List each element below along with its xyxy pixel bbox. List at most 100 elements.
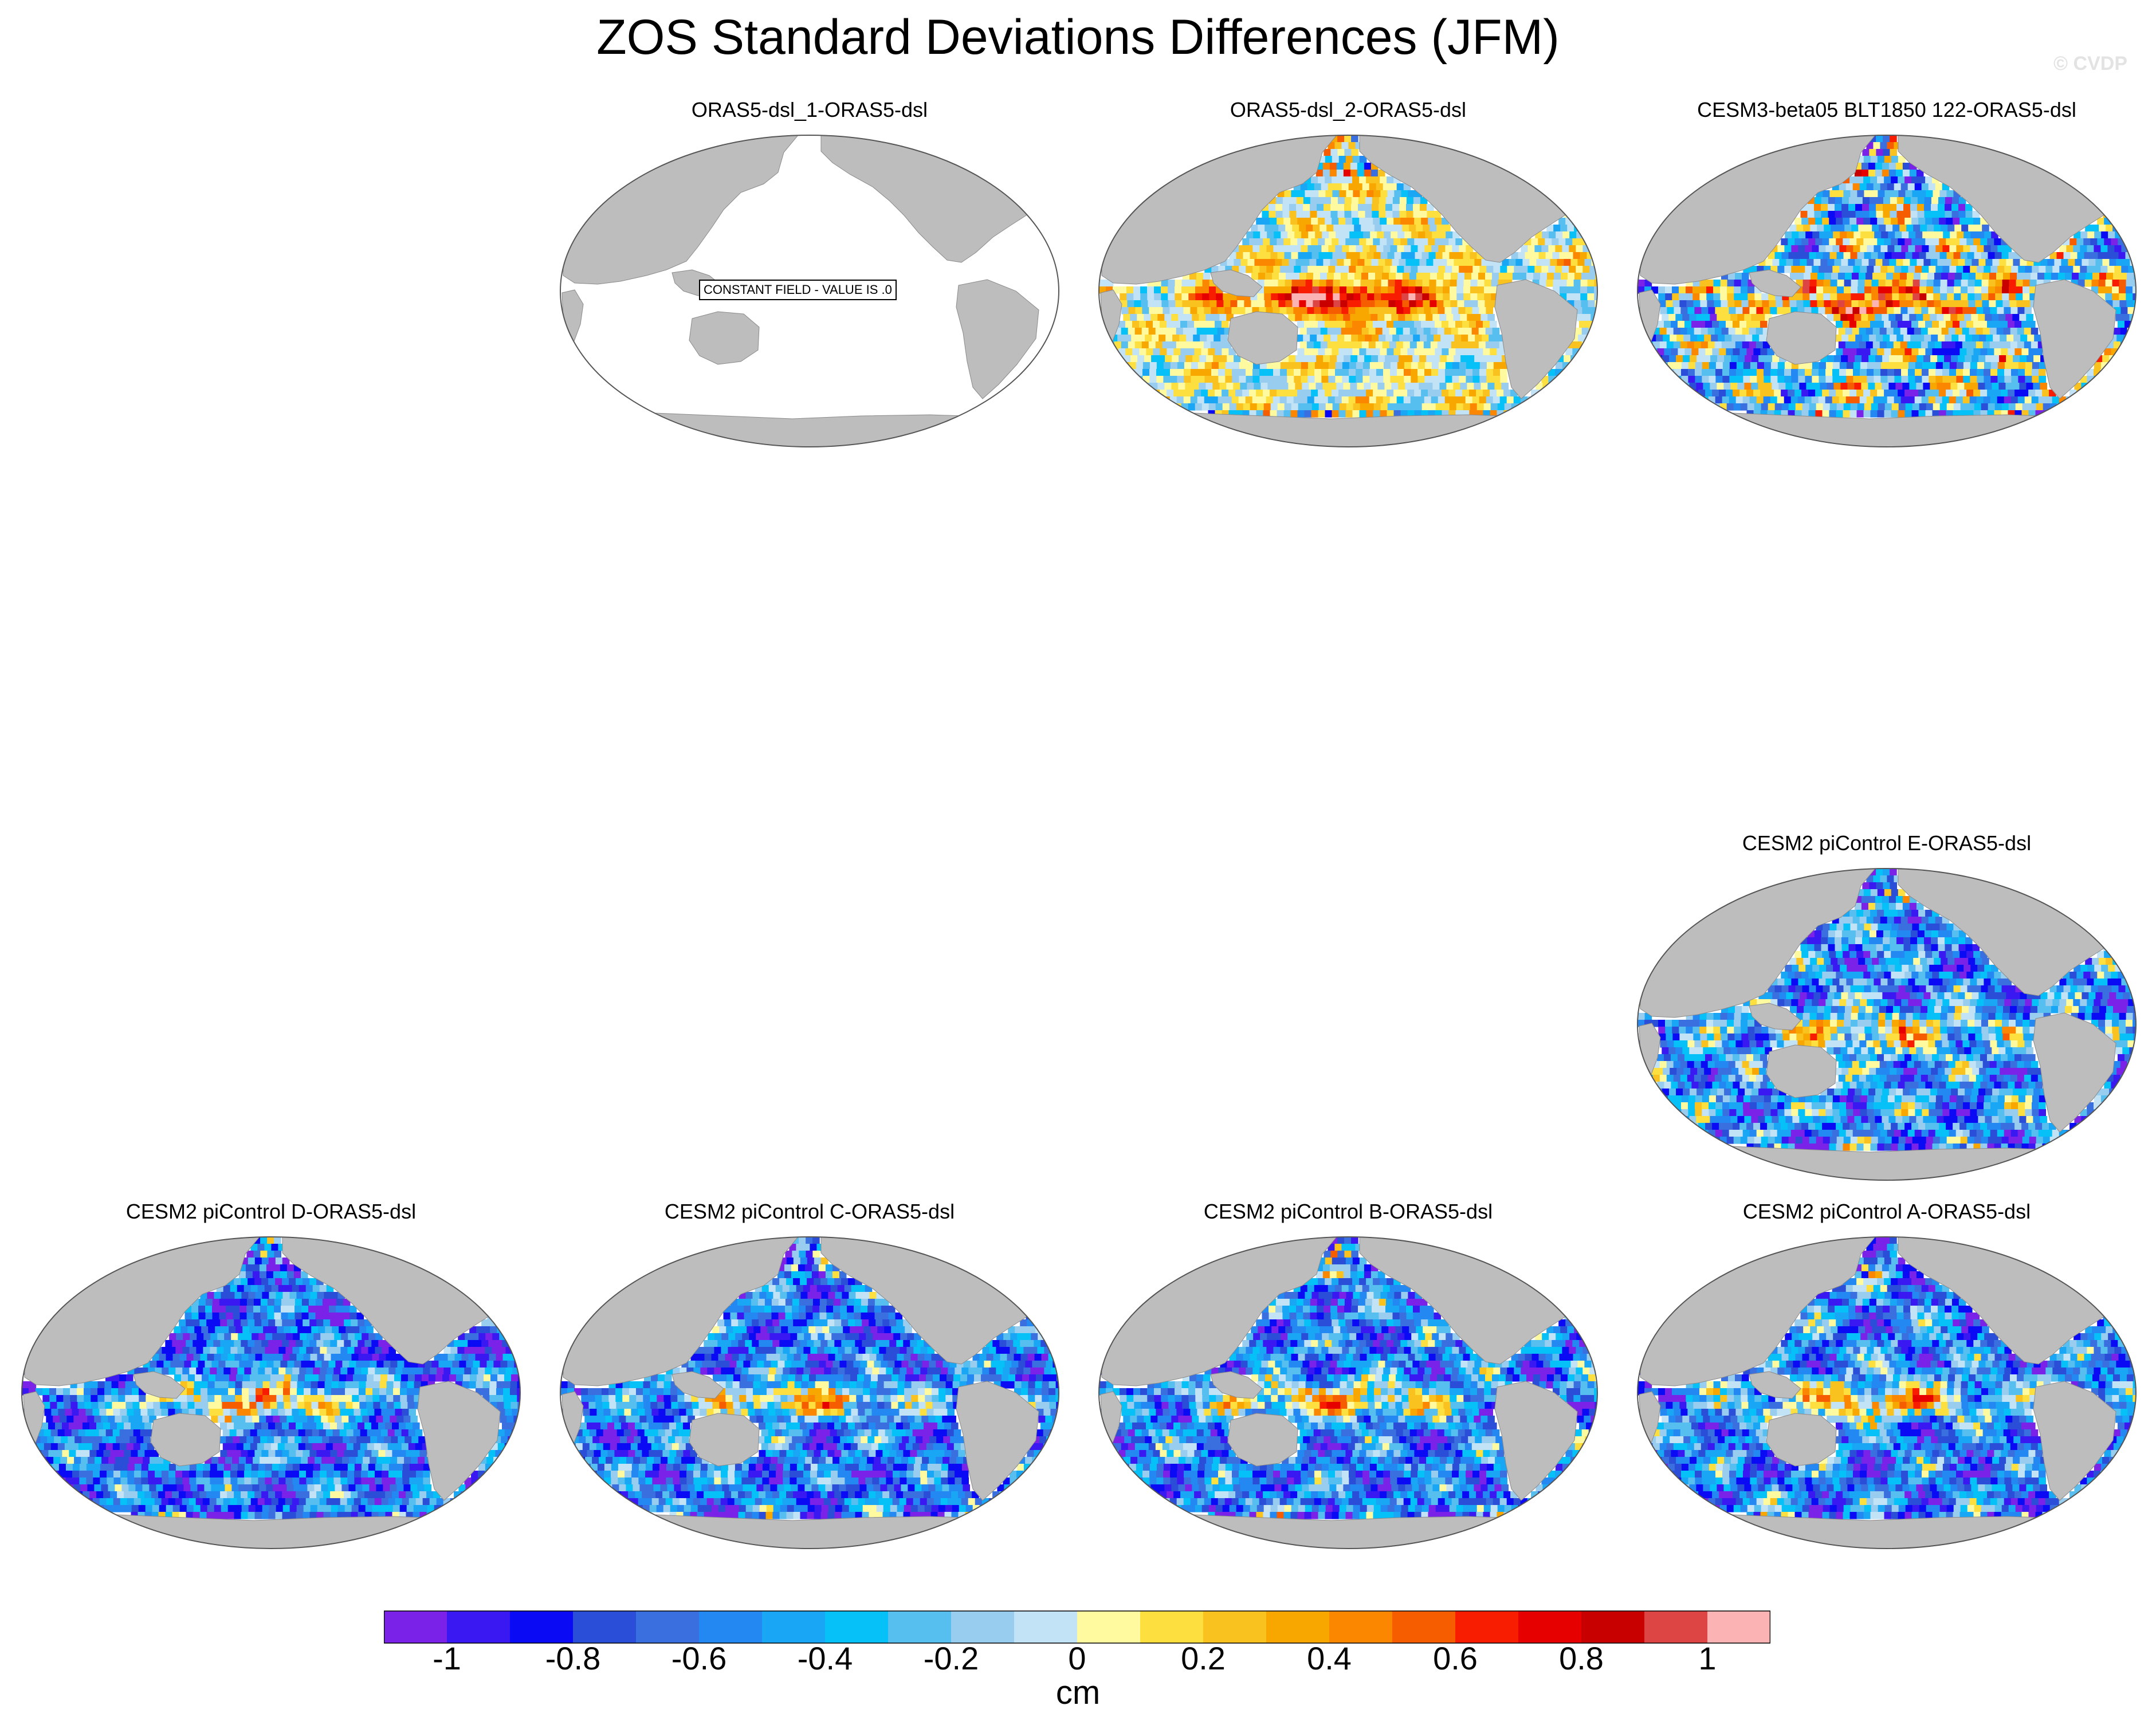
grid-cell [1711, 1068, 1718, 1075]
grid-cell [1666, 341, 1674, 349]
grid-cell [1911, 176, 1919, 184]
grid-cell [1894, 369, 1902, 376]
grid-cell [1395, 300, 1403, 308]
grid-cell [1988, 293, 1996, 301]
grid-cell [1277, 238, 1284, 246]
grid-cell [1416, 341, 1424, 349]
grid-cell [1880, 307, 1887, 315]
grid-cell [1369, 183, 1377, 191]
grid-cell [1851, 300, 1859, 308]
grid-cell [1875, 170, 1883, 177]
grid-cell [1841, 1089, 1848, 1096]
grid-cell [1744, 1116, 1751, 1123]
grid-cell [1855, 355, 1862, 363]
grid-cell [1435, 321, 1442, 328]
grid-cell [1306, 328, 1314, 335]
grid-cell [1458, 328, 1466, 335]
grid-cell [1341, 183, 1349, 191]
grid-cell [1903, 355, 1910, 363]
grid-cell [1935, 376, 1943, 383]
grid-cell [1794, 1123, 1802, 1130]
grid-cell [1958, 944, 1966, 952]
grid-cell [1429, 286, 1436, 294]
grid-cell [1812, 979, 1819, 986]
grid-cell [1306, 300, 1313, 308]
grid-cell [1295, 355, 1303, 363]
grid-cell [1969, 1040, 1977, 1048]
grid-cell [1953, 238, 1960, 246]
grid-cell [2134, 328, 2136, 335]
grid-cell [1256, 252, 1264, 260]
grid-cell [1358, 211, 1366, 218]
grid-cell [1397, 369, 1404, 376]
grid-cell [1733, 390, 1740, 397]
grid-cell [1346, 403, 1354, 411]
grid-cell [1822, 410, 1830, 418]
grid-cell [1731, 1068, 1739, 1075]
grid-cell [1917, 944, 1925, 952]
grid-cell [1877, 410, 1885, 418]
grid-cell [1877, 1082, 1884, 1089]
grid-cell [1949, 979, 1957, 986]
grid-cell [1845, 1040, 1853, 1048]
grid-cell [1380, 321, 1387, 328]
grid-cell [1876, 1068, 1883, 1075]
grid-cell [1169, 307, 1177, 315]
grid-cell [1366, 410, 1374, 418]
grid-cell [1879, 273, 1887, 280]
grid-cell [1662, 1047, 1669, 1055]
grid-cell [1398, 314, 1405, 321]
grid-cell [1914, 328, 1922, 335]
grid-cell [1222, 403, 1230, 411]
grid-cell [1445, 369, 1452, 376]
grid-cell [1302, 314, 1309, 321]
grid-cell [2105, 1027, 2112, 1034]
grid-cell [1905, 252, 1913, 260]
grid-cell [1854, 1047, 1862, 1055]
grid-cell [1898, 403, 1906, 411]
grid-cell [1949, 1040, 1956, 1048]
grid-cell [1328, 362, 1336, 370]
grid-cell [1202, 286, 1209, 294]
grid-cell [1749, 1075, 1757, 1082]
grid-cell [1955, 1061, 1963, 1068]
grid-cell [1176, 307, 1184, 315]
grid-cell [1163, 376, 1171, 383]
grid-cell [1870, 390, 1878, 397]
grid-cell [1319, 280, 1327, 287]
grid-cell [1479, 376, 1487, 383]
grid-cell [1437, 328, 1445, 335]
grid-cell [1318, 403, 1326, 411]
grid-cell [1879, 1075, 1887, 1082]
grid-cell [1998, 314, 2006, 321]
grid-cell [2025, 369, 2032, 376]
grid-cell [2115, 314, 2123, 321]
grid-cell [1709, 376, 1716, 383]
grid-cell [1880, 142, 1887, 150]
grid-cell [1914, 1006, 1921, 1013]
grid-cell [1887, 1102, 1895, 1110]
grid-cell [1995, 1027, 2002, 1034]
grid-cell [1895, 314, 1903, 321]
grid-cell [2116, 1089, 2123, 1096]
grid-cell [1750, 369, 1757, 376]
grid-cell [2002, 1020, 2009, 1027]
grid-cell [1408, 280, 1416, 287]
grid-cell [1866, 1040, 1874, 1048]
grid-cell [1695, 362, 1703, 370]
grid-cell [1370, 383, 1378, 390]
grid-cell [1390, 376, 1397, 383]
grid-cell [1559, 252, 1567, 260]
grid-cell [1464, 341, 1472, 349]
grid-cell [1438, 376, 1446, 383]
grid-cell [1838, 1006, 1845, 1013]
grid-cell [1344, 204, 1352, 211]
grid-cell [1399, 335, 1407, 342]
grid-cell [1704, 1068, 1711, 1075]
grid-cell [1921, 1061, 1929, 1068]
grid-cell [2098, 985, 2106, 993]
grid-cell [1543, 259, 1550, 266]
grid-cell [1740, 403, 1748, 411]
grid-cell [1827, 1116, 1834, 1123]
grid-cell [1825, 1095, 1833, 1103]
